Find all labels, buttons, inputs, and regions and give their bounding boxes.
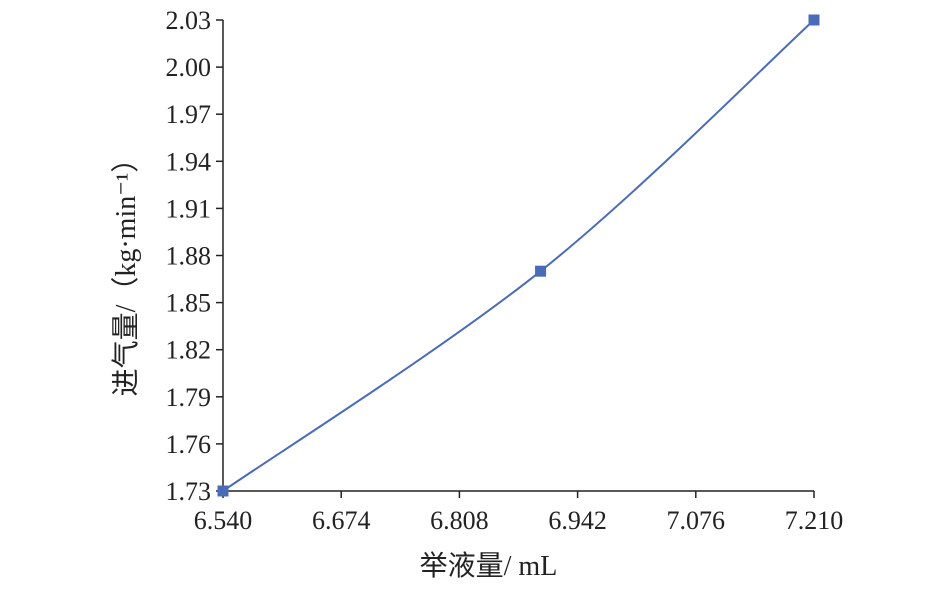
x-tick-label: 6.674 xyxy=(312,506,371,535)
data-point-marker xyxy=(217,485,229,497)
x-tick-label: 7.076 xyxy=(667,506,726,535)
x-tick-label: 6.942 xyxy=(548,506,607,535)
x-tick-label: 6.808 xyxy=(430,506,489,535)
series-line xyxy=(222,19,815,492)
y-tick-label: 1.73 xyxy=(166,477,212,506)
x-tick-label: 7.210 xyxy=(785,506,844,535)
series-layer xyxy=(217,14,820,497)
data-point-marker xyxy=(808,14,820,26)
data-point-marker xyxy=(535,265,547,277)
x-axis-title: 举液量/ mL xyxy=(420,550,558,582)
y-tick-label: 1.88 xyxy=(166,242,212,271)
y-tick-label: 1.85 xyxy=(166,289,212,318)
x-tick-label: 6.540 xyxy=(194,506,253,535)
x-axis-ticks: 6.540 6.674 6.808 6.942 7.076 7.210 xyxy=(194,491,844,535)
y-tick-label: 1.79 xyxy=(166,383,212,412)
y-axis-title: 进气量/（kg·min⁻¹） xyxy=(110,145,142,397)
y-tick-label: 2.03 xyxy=(166,6,212,35)
axes xyxy=(222,20,814,492)
y-tick-label: 1.91 xyxy=(166,194,212,223)
y-tick-label: 1.94 xyxy=(166,147,212,176)
y-tick-label: 2.00 xyxy=(166,53,212,82)
y-tick-label: 1.82 xyxy=(166,336,212,365)
y-tick-label: 1.76 xyxy=(166,430,212,459)
y-tick-label: 1.97 xyxy=(166,100,212,129)
y-axis-ticks: 1.73 1.76 1.79 1.82 1.85 1.88 1.91 1.94 1.97 2.00… xyxy=(166,6,223,506)
